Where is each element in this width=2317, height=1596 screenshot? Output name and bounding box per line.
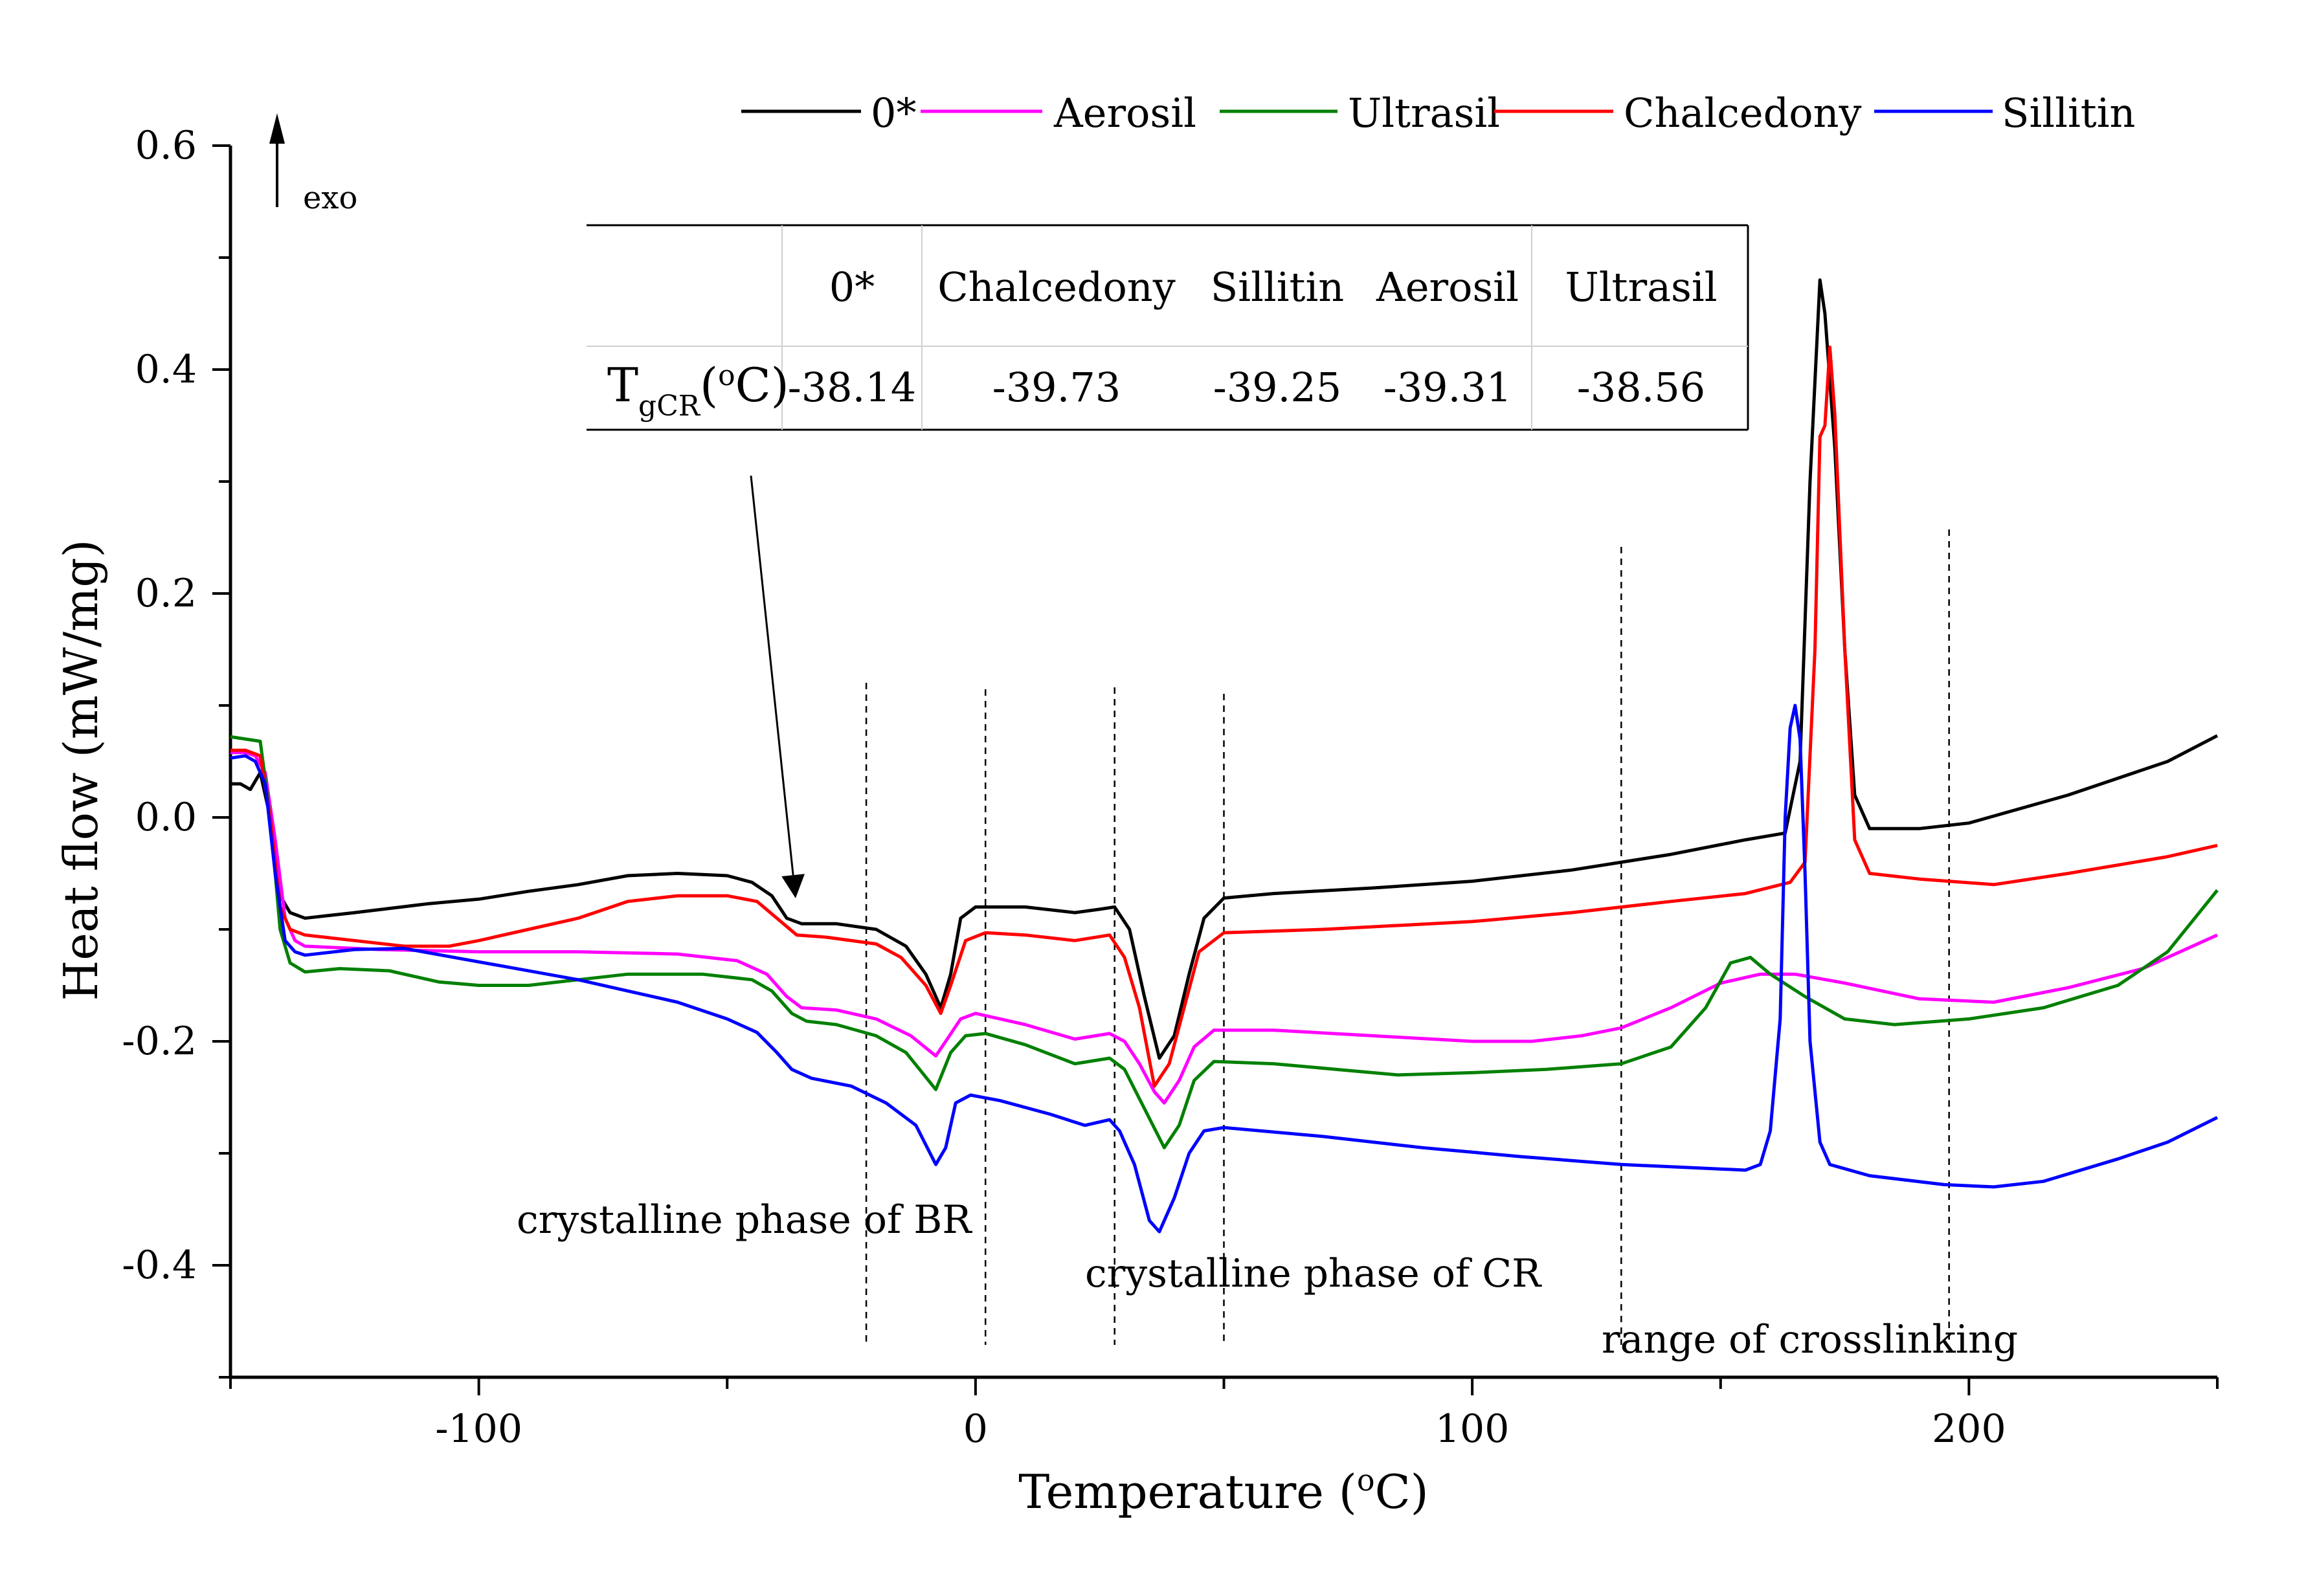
y-tick-label: 0.4 bbox=[135, 347, 197, 392]
series-line-sillitin bbox=[230, 704, 2219, 1234]
y-tick-label: 0.6 bbox=[135, 123, 197, 168]
y-ticks: 0.6 0.4 0.2 0.0 -0.2 -0.4 bbox=[122, 123, 230, 1379]
table-value-0: -38.14 bbox=[788, 364, 916, 411]
data-series bbox=[230, 278, 2219, 1234]
series-line-ultrasil bbox=[230, 735, 2219, 1149]
y-axis-label: Heat flow (mW/mg) bbox=[54, 539, 108, 1001]
legend: 0* Aerosil Ultrasil Chalcedony Sillitin bbox=[741, 89, 2135, 137]
exo-label: exo bbox=[303, 180, 357, 216]
legend-label-aerosil: Aerosil bbox=[1053, 89, 1196, 137]
table-value-chalcedony: -39.73 bbox=[992, 364, 1121, 411]
table-header-aerosil: Aerosil bbox=[1376, 263, 1519, 311]
exo-arrow: exo bbox=[269, 113, 357, 216]
tg-pointer-arrow bbox=[750, 475, 805, 898]
table-header-chalcedony: Chalcedony bbox=[937, 263, 1176, 311]
table-value-ultrasil: -38.56 bbox=[1577, 364, 1705, 411]
y-tick-label: -0.4 bbox=[122, 1243, 197, 1288]
series-line-0 bbox=[230, 278, 2219, 1060]
annotation-crosslinking: range of crosslinking bbox=[1602, 1317, 2018, 1362]
x-ticks: -100 0 100 200 bbox=[229, 1377, 2219, 1452]
tg-table: 0* Chalcedony Sillitin Aerosil Ultrasil … bbox=[587, 224, 1749, 431]
table-header-ultrasil: Ultrasil bbox=[1565, 263, 1717, 311]
x-axis-label: Temperature (oC) bbox=[1018, 1463, 1429, 1519]
x-tick-label: 0 bbox=[963, 1406, 988, 1452]
legend-label-0: 0* bbox=[871, 89, 916, 137]
legend-label-ultrasil: Ultrasil bbox=[1348, 89, 1500, 137]
legend-label-chalcedony: Chalcedony bbox=[1624, 89, 1862, 137]
table-header-sillitin: Sillitin bbox=[1211, 263, 1344, 311]
table-value-aerosil: -39.31 bbox=[1383, 364, 1512, 411]
annotation-cr: crystalline phase of CR bbox=[1085, 1251, 1542, 1296]
x-tick-label: 100 bbox=[1435, 1406, 1510, 1452]
transition-markers bbox=[865, 529, 1950, 1345]
y-tick-label: 0.0 bbox=[135, 795, 197, 840]
y-tick-label: 0.2 bbox=[135, 571, 197, 616]
y-tick-label: -0.2 bbox=[122, 1019, 197, 1064]
x-tick-label: -100 bbox=[435, 1406, 522, 1452]
table-row-label: TgCR(oC) bbox=[607, 358, 789, 423]
legend-label-sillitin: Sillitin bbox=[2002, 89, 2135, 137]
annotation-br: crystalline phase of BR bbox=[517, 1197, 972, 1243]
x-tick-label: 200 bbox=[1932, 1406, 2006, 1452]
series-line-chalcedony bbox=[230, 345, 2218, 1088]
table-value-sillitin: -39.25 bbox=[1213, 364, 1341, 411]
table-header-0: 0* bbox=[829, 263, 875, 311]
